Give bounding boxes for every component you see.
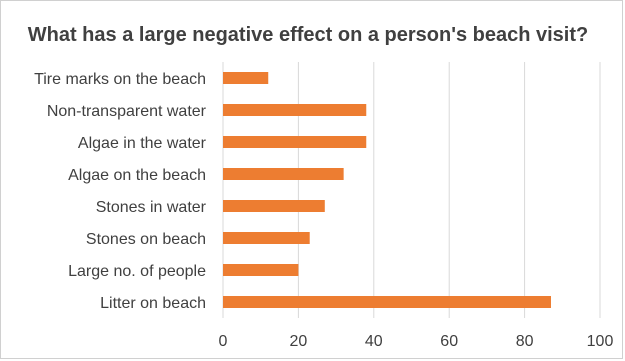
x-tick-label: 60: [440, 333, 458, 350]
bar: [223, 72, 269, 84]
bar: [223, 104, 367, 116]
category-label: Large no. of people: [68, 263, 206, 280]
bar: [223, 264, 299, 276]
bar: [223, 136, 367, 148]
bar: [223, 296, 551, 308]
category-label: Stones in water: [96, 199, 207, 216]
category-label: Tire marks on the beach: [34, 71, 206, 88]
x-tick-label: 40: [365, 333, 383, 350]
category-label: Non-transparent water: [47, 103, 207, 120]
x-tick-label: 20: [290, 333, 308, 350]
gridlines: [222, 62, 601, 318]
bar: [223, 200, 325, 212]
bar: [223, 232, 310, 244]
x-tick-label: 100: [587, 333, 614, 350]
category-label: Stones on beach: [86, 231, 206, 248]
category-label: Algae in the water: [78, 135, 207, 152]
x-axis-tick-labels: 0 20 40 60 80 100: [219, 333, 614, 350]
category-label: Litter on beach: [100, 295, 206, 312]
bar: [223, 168, 344, 180]
category-label: Algae on the beach: [68, 167, 206, 184]
x-tick-label: 80: [516, 333, 534, 350]
x-tick-label: 0: [219, 333, 228, 350]
category-labels: Tire marks on the beach Non-transparent w…: [34, 71, 207, 312]
chart-title: What has a large negative effect on a pe…: [28, 24, 588, 46]
bars: [223, 72, 551, 308]
